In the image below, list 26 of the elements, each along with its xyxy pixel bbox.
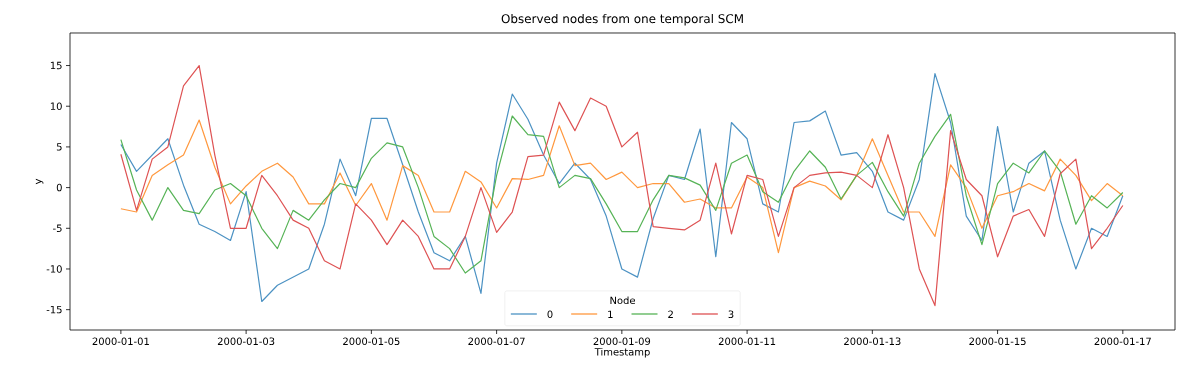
legend-label: 2 xyxy=(668,310,673,318)
legend-title: Node xyxy=(610,296,635,305)
x-tick-label: 2000-01-09 xyxy=(593,337,651,346)
y-tick-label: 15 xyxy=(50,61,62,70)
y-tick-label: 0 xyxy=(56,183,62,192)
x-tick-label: 2000-01-15 xyxy=(969,337,1026,346)
legend-label: 0 xyxy=(547,310,553,319)
legend-label: 1 xyxy=(608,310,613,318)
y-tick-label: 10 xyxy=(50,102,62,110)
y-tick-label: 5 xyxy=(56,143,62,151)
y-tick-label: -15 xyxy=(46,305,62,314)
x-tick-label: 2000-01-07 xyxy=(468,337,525,346)
line-series xyxy=(120,113,1124,274)
x-tick-label: 2000-01-11 xyxy=(718,337,776,346)
x-tick-label: 2000-01-17 xyxy=(1094,337,1151,346)
line-series xyxy=(120,119,1124,254)
x-tick-label: 2000-01-03 xyxy=(217,337,275,346)
x-tick-label: 2000-01-13 xyxy=(844,337,901,346)
legend-label: 3 xyxy=(728,310,734,319)
x-axis-title: Timestamp xyxy=(594,347,650,358)
y-axis-title: y xyxy=(35,178,44,185)
x-tick-label: 2000-01-01 xyxy=(92,337,149,346)
y-tick-label: -5 xyxy=(53,224,62,232)
x-tick-label: 2000-01-05 xyxy=(343,337,400,346)
y-tick-label: -10 xyxy=(46,265,62,273)
chart-title: Observed nodes from one temporal SCM xyxy=(501,13,743,26)
